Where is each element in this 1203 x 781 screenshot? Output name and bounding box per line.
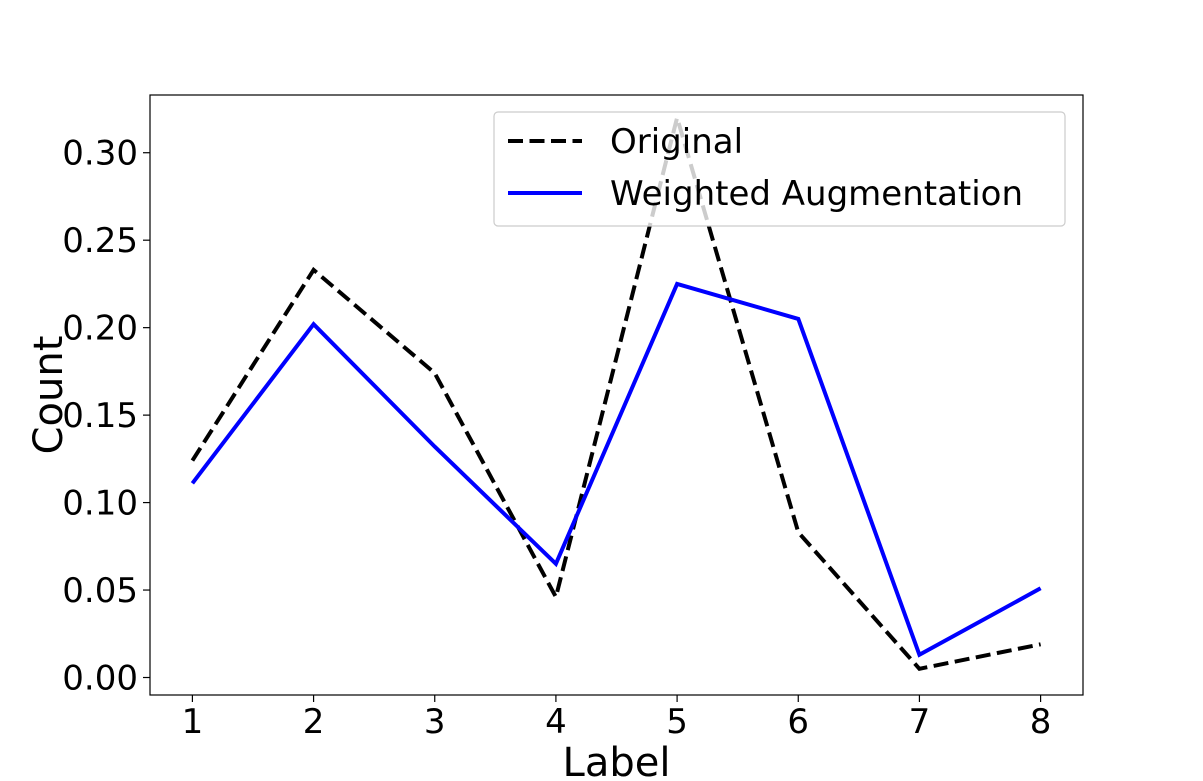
plot-frame	[149, 94, 1084, 696]
legend-entry-label: Original	[610, 122, 743, 162]
y-tick-label: 0.15	[62, 396, 138, 436]
y-tick-label: 0.20	[62, 309, 138, 349]
x-axis-label: Label	[563, 740, 671, 781]
x-tick-label: 1	[182, 702, 204, 742]
x-tick-label: 5	[666, 702, 688, 742]
y-axis-label: Count	[26, 336, 72, 455]
legend: Original Weighted Augmentation	[493, 111, 1066, 227]
y-tick-label: 0.25	[62, 221, 138, 261]
x-tick-label: 8	[1030, 702, 1052, 742]
y-tick-label: 0.05	[62, 571, 138, 611]
plot-content	[190, 110, 1042, 671]
series-line-weighted-augmentation	[190, 281, 1042, 658]
x-tick-label: 2	[303, 702, 325, 742]
y-tick-label: 0.30	[62, 134, 138, 174]
legend-box	[493, 111, 1066, 227]
series-line-original	[190, 110, 1041, 671]
y-tick-label: 0.10	[62, 484, 138, 524]
x-axis: 1 2 3 4 5 6 7 8	[182, 695, 1052, 742]
x-tick-label: 6	[787, 702, 809, 742]
x-tick-label: 4	[545, 702, 567, 742]
y-tick-label: 0.00	[62, 659, 138, 699]
x-tick-label: 7	[909, 702, 931, 742]
y-axis: 0.00 0.05 0.10 0.15 0.20 0.25 0.30	[62, 134, 150, 699]
legend-entry-label: Weighted Augmentation	[610, 174, 1023, 214]
x-tick-label: 3	[424, 702, 446, 742]
